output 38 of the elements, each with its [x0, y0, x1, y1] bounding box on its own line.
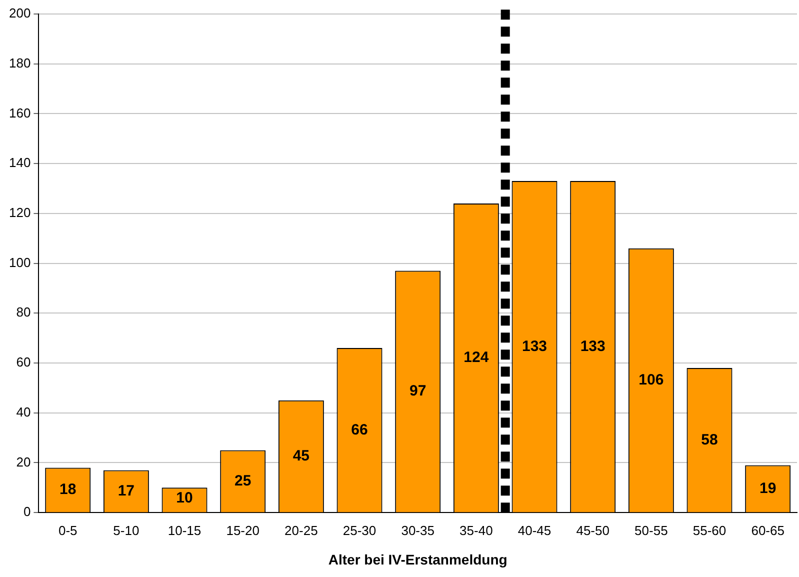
data-label: 58 [701, 431, 718, 448]
data-label: 124 [464, 349, 490, 366]
y-tick-label: 100 [8, 254, 31, 270]
x-axis-title: Alter bei IV-Erstanmeldung [328, 551, 508, 568]
x-tick-label: 50-55 [634, 522, 668, 538]
y-tick-label: 20 [16, 454, 31, 470]
y-tick-label: 200 [8, 6, 31, 21]
x-tick-label: 60-65 [751, 522, 784, 538]
y-tick-label: 140 [8, 155, 31, 170]
x-tick-label: 10-15 [168, 522, 202, 538]
x-tick-label: 35-40 [460, 522, 493, 538]
y-tick-label: 60 [16, 354, 31, 370]
data-label: 133 [580, 338, 606, 355]
x-tick-label: 40-45 [518, 522, 552, 538]
y-tick-label: 120 [8, 205, 31, 220]
y-tick-label: 160 [8, 105, 31, 120]
y-tick-label: 180 [8, 55, 31, 70]
data-label: 18 [60, 481, 76, 498]
data-label: 66 [351, 421, 368, 438]
x-tick-label: 30-35 [401, 522, 434, 538]
y-tick-label: 0 [23, 504, 31, 520]
data-label: 133 [522, 338, 548, 355]
data-label: 45 [292, 448, 310, 464]
data-label: 17 [118, 482, 135, 500]
data-label: 97 [410, 382, 426, 400]
y-tick-label: 40 [16, 404, 31, 420]
x-tick-label: 5-10 [113, 522, 140, 538]
x-tick-label: 55-60 [692, 522, 726, 538]
x-tick-label: 25-30 [342, 522, 376, 538]
y-tick-label: 80 [16, 304, 31, 320]
data-label: 10 [176, 489, 193, 506]
x-tick-label: 20-25 [284, 522, 318, 538]
data-label: 19 [759, 480, 776, 497]
data-label: 106 [638, 371, 664, 388]
x-tick-label: 15-20 [226, 522, 260, 538]
data-label: 25 [234, 472, 252, 490]
x-tick-label: 0-5 [58, 522, 78, 538]
x-tick-label: 45-50 [576, 522, 610, 538]
